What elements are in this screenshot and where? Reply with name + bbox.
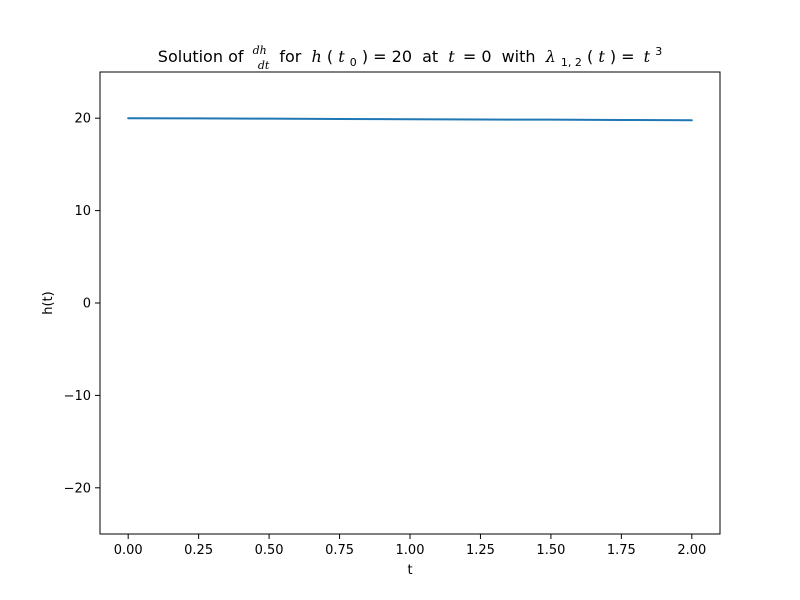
y-tick-label-0: −20 xyxy=(64,481,91,496)
x-tick-label-2: 0.50 xyxy=(255,543,284,558)
y-axis-label: h(t) xyxy=(41,291,56,314)
x-tick-label-4: 1.00 xyxy=(396,543,425,558)
title-lambda-sub: 1, 2 xyxy=(561,56,582,69)
title-frac-num: dh xyxy=(253,44,267,57)
x-tick-label-8: 2.00 xyxy=(677,543,706,558)
title-lambda: λ xyxy=(545,47,556,66)
title-t: t xyxy=(338,47,345,66)
title-at: at xyxy=(422,47,438,66)
title-with: with xyxy=(502,47,536,66)
title-for: for xyxy=(279,47,301,66)
x-tick-label-7: 1.75 xyxy=(607,543,636,558)
title-eq20: ) = 20 xyxy=(362,47,412,66)
x-tick-label-3: 0.75 xyxy=(325,543,354,558)
x-tick-label-1: 0.25 xyxy=(184,543,213,558)
chart-title: Solution of dh dt for h ( t 0 ) = 20 at … xyxy=(158,39,662,73)
title-eq0: = 0 xyxy=(463,47,492,66)
y-tick-label-4: 20 xyxy=(74,112,91,127)
y-tick-label-2: 0 xyxy=(83,297,91,312)
title-h: h xyxy=(311,47,321,66)
y-tick-label-3: 10 xyxy=(74,204,91,219)
y-tick-label-1: −10 xyxy=(64,389,91,404)
title-sub0: 0 xyxy=(350,56,357,69)
title-prefix: Solution of xyxy=(158,47,244,66)
x-tick-label-6: 1.50 xyxy=(536,543,565,558)
x-tick-label-0: 0.00 xyxy=(114,543,143,558)
x-axis-label: t xyxy=(407,563,412,578)
title-pow: 3 xyxy=(655,45,662,58)
title-frac-den: dt xyxy=(258,59,270,72)
x-tick-label-5: 1.25 xyxy=(466,543,495,558)
series-line-0 xyxy=(127,117,693,122)
